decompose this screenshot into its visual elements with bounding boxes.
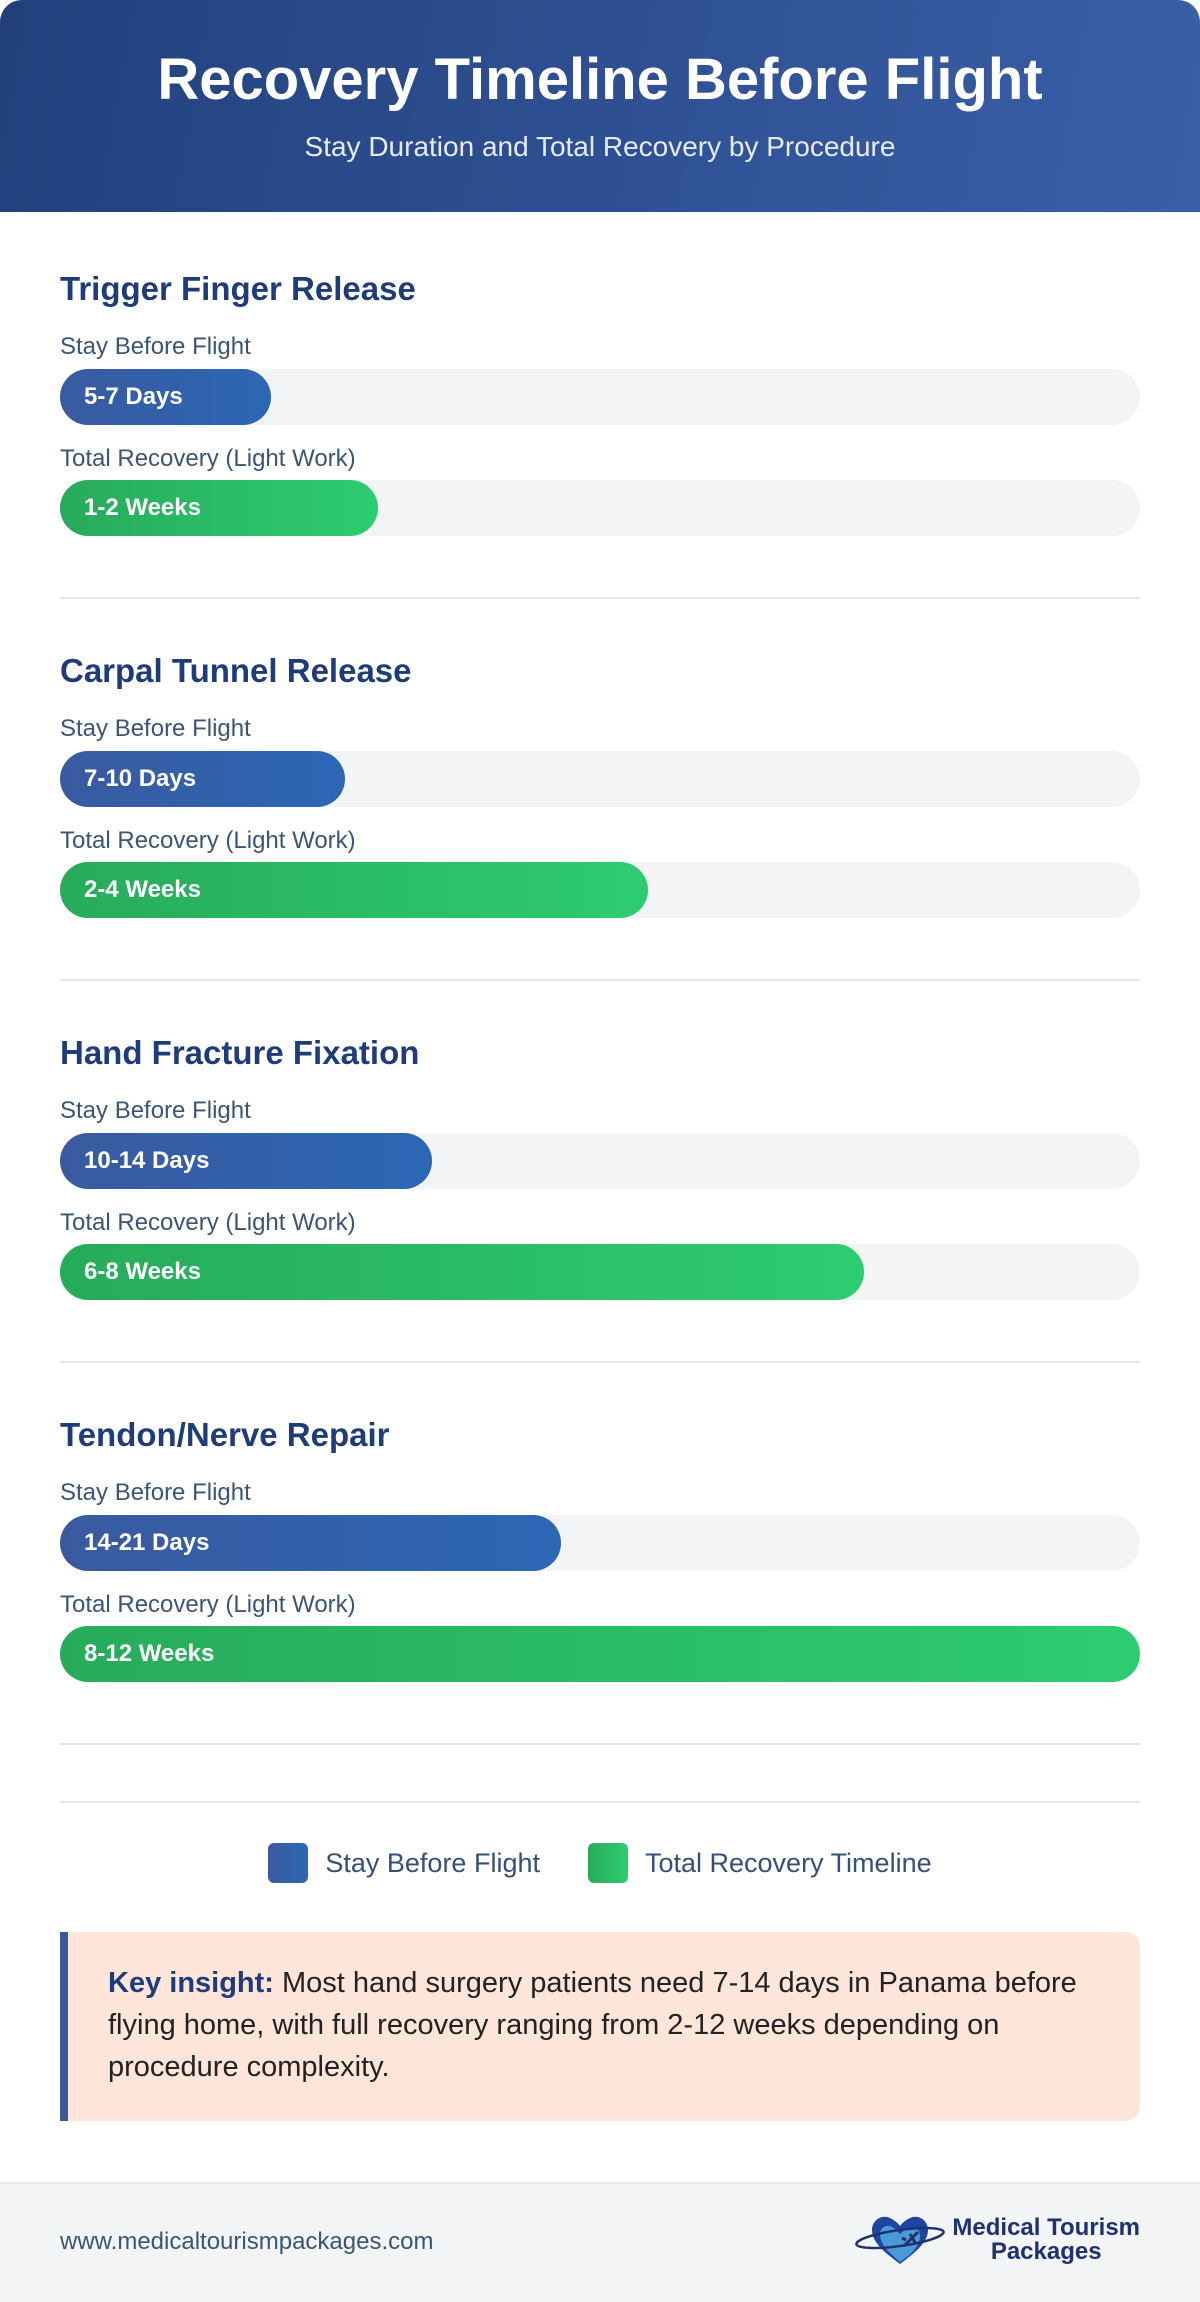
legend-label-stay: Stay Before Flight — [325, 1847, 540, 1878]
stay-bar-track: 7-10 Days — [60, 751, 1140, 807]
legend-item-recovery: Total Recovery Timeline — [587, 1843, 932, 1883]
heart-plane-logo-icon — [855, 2216, 946, 2264]
insight-text: Most hand surgery patients need 7-14 day… — [108, 1967, 1077, 2083]
logo-line-1: Medical Tourism — [952, 2214, 1140, 2241]
recovery-label: Total Recovery (Light Work) — [60, 1209, 356, 1236]
section-divider — [60, 1743, 1140, 1745]
legend-swatch-stay — [268, 1843, 309, 1883]
procedure-title: Trigger Finger Release — [60, 270, 416, 307]
stay-bar-track: 14-21 Days — [60, 1515, 1140, 1571]
stay-bar: 10-14 Days — [60, 1133, 432, 1189]
footer: www.medicaltourismpackages.com Medical T… — [0, 2182, 1200, 2302]
section-divider — [60, 597, 1140, 599]
recovery-label: Total Recovery (Light Work) — [60, 445, 356, 472]
stay-label: Stay Before Flight — [60, 715, 251, 742]
logo: Medical Tourism Packages — [854, 2212, 1140, 2268]
legend-swatch-recovery — [587, 1843, 628, 1883]
recovery-bar-track: 6-8 Weeks — [60, 1244, 1140, 1300]
recovery-label: Total Recovery (Light Work) — [60, 1591, 356, 1618]
legend: Stay Before Flight Total Recovery Timeli… — [0, 1843, 1200, 1883]
logo-line-2: Packages — [990, 2238, 1102, 2265]
stay-bar-track: 5-7 Days — [60, 369, 1140, 425]
stay-bar: 7-10 Days — [60, 751, 346, 807]
recovery-bar: 8-12 Weeks — [60, 1626, 1140, 1682]
stay-label: Stay Before Flight — [60, 333, 251, 360]
procedure-title: Carpal Tunnel Release — [60, 652, 412, 689]
header: Recovery Timeline Before Flight Stay Dur… — [0, 0, 1200, 212]
recovery-bar-track: 8-12 Weeks — [60, 1626, 1140, 1682]
procedure-section: Hand Fracture Fixation Stay Before Fligh… — [60, 1034, 1140, 1416]
insight-label: Key insight: — [108, 1967, 274, 1999]
recovery-bar: 6-8 Weeks — [60, 1244, 864, 1300]
procedure-section: Trigger Finger Release Stay Before Fligh… — [60, 270, 1140, 652]
stay-bar: 14-21 Days — [60, 1515, 562, 1571]
recovery-bar-track: 2-4 Weeks — [60, 862, 1140, 918]
procedure-title: Tendon/Nerve Repair — [60, 1416, 390, 1453]
legend-label-recovery: Total Recovery Timeline — [644, 1847, 932, 1878]
divider — [60, 1801, 1140, 1803]
section-divider — [60, 1361, 1140, 1363]
key-insight-box: Key insight: Most hand surgery patients … — [60, 1932, 1140, 2121]
stay-bar-track: 10-14 Days — [60, 1133, 1140, 1189]
logo-text: Medical Tourism Packages — [952, 2216, 1140, 2264]
procedure-section: Carpal Tunnel Release Stay Before Flight… — [60, 652, 1140, 1034]
recovery-bar-track: 1-2 Weeks — [60, 480, 1140, 536]
page-subtitle: Stay Duration and Total Recovery by Proc… — [304, 131, 896, 162]
procedure-section: Tendon/Nerve Repair Stay Before Flight 1… — [60, 1416, 1140, 1798]
recovery-label: Total Recovery (Light Work) — [60, 827, 356, 854]
stay-bar: 5-7 Days — [60, 369, 271, 425]
procedure-title: Hand Fracture Fixation — [60, 1034, 420, 1071]
recovery-bar: 1-2 Weeks — [60, 480, 378, 536]
recovery-bar: 2-4 Weeks — [60, 862, 648, 918]
legend-item-stay: Stay Before Flight — [268, 1843, 540, 1883]
section-divider — [60, 979, 1140, 981]
stay-label: Stay Before Flight — [60, 1479, 251, 1506]
page-title: Recovery Timeline Before Flight — [157, 47, 1043, 112]
stay-label: Stay Before Flight — [60, 1097, 251, 1124]
footer-url[interactable]: www.medicaltourismpackages.com — [60, 2228, 434, 2255]
